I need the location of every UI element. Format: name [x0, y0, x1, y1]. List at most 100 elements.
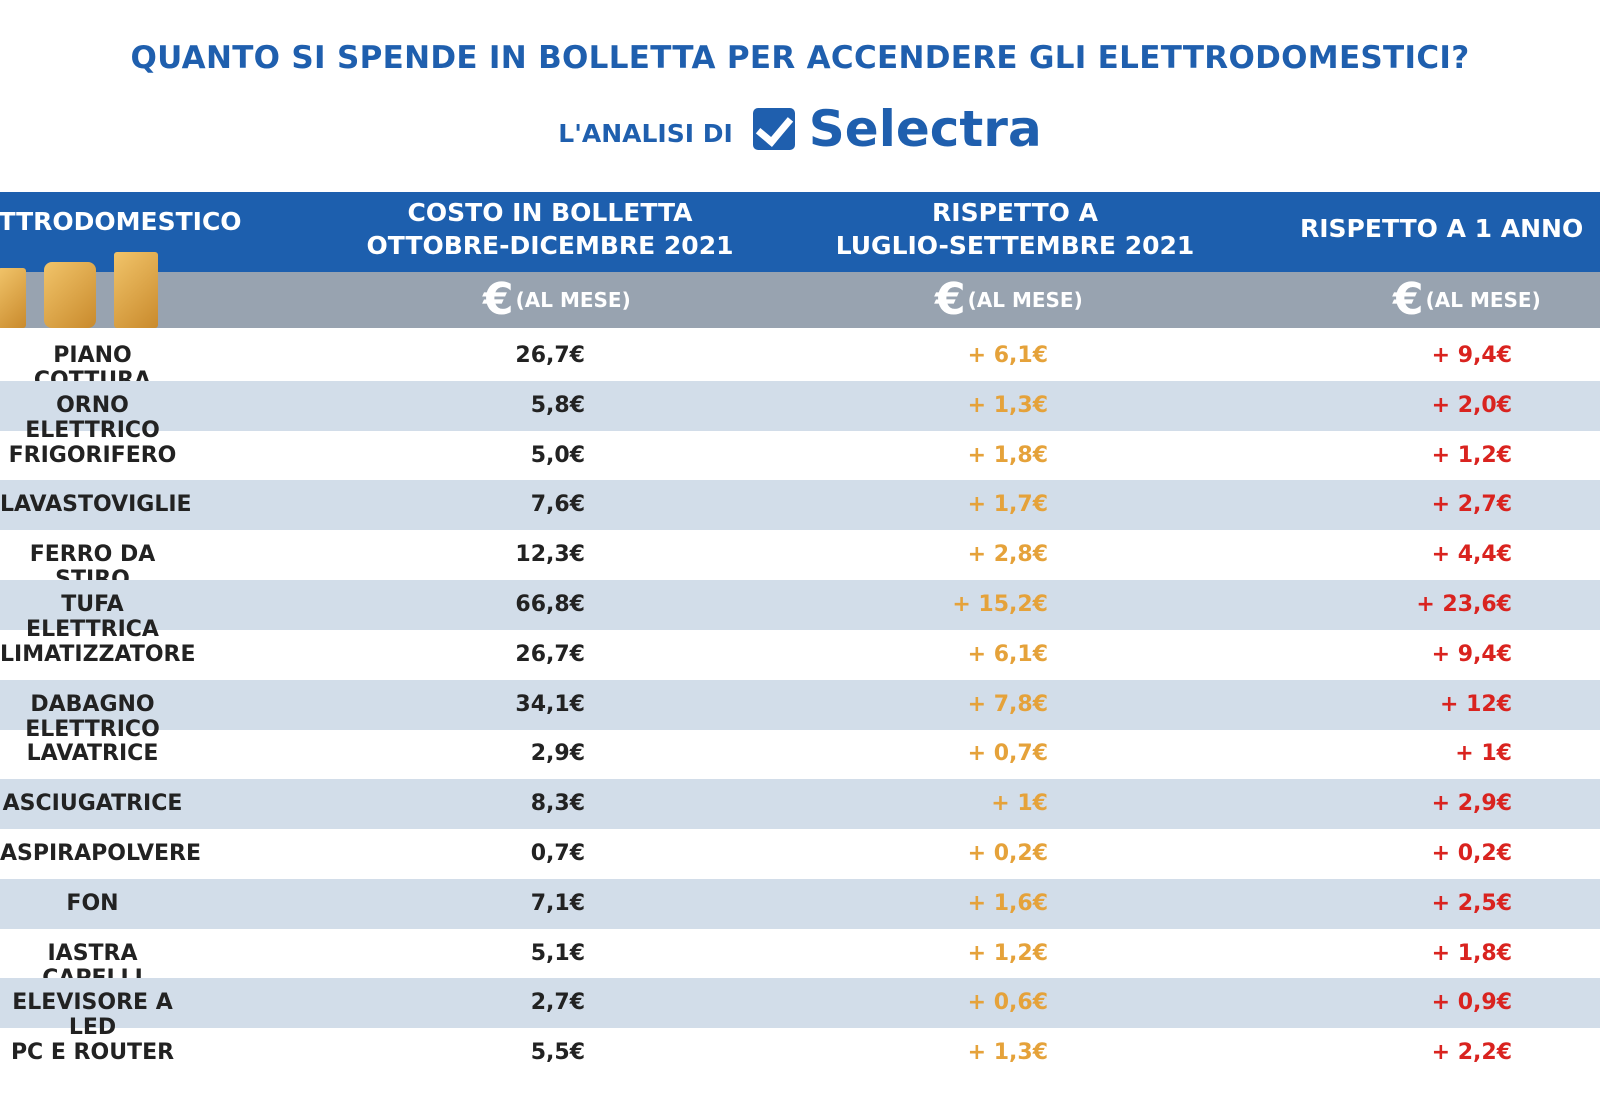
- appliance-name: PC E ROUTER: [10, 1040, 175, 1066]
- cost-value: 7,6€: [530, 492, 585, 518]
- change-vs-quarter: + 1,6€: [967, 890, 1048, 916]
- brand-name: Selectra: [808, 100, 1042, 158]
- table-row: PC E ROUTER 5,5€ + 1,3€ + 2,2€: [0, 1028, 1600, 1078]
- col-header-vs-year: RISPETTO A 1 ANNO: [1300, 214, 1584, 243]
- checkmark-icon: [752, 108, 795, 150]
- selectra-logo: Selectra: [752, 100, 1042, 158]
- washing-machine-icon: [44, 262, 96, 328]
- unit-vs-quarter: € (AL MESE): [935, 274, 1083, 325]
- appliance-name: LAVATRICE: [26, 741, 159, 767]
- change-vs-year: + 1€: [1455, 741, 1512, 767]
- cost-value: 5,0€: [530, 442, 585, 468]
- col-header-cost: COSTO IN BOLLETTA OTTOBRE-DICEMBRE 2021: [350, 196, 750, 262]
- table-row: DABAGNO ELETTRICO 34,1€ + 7,8€ + 12€: [0, 679, 1600, 742]
- table-row: ORNO ELETTRICO 5,8€ + 1,3€ + 2,0€: [0, 380, 1600, 443]
- change-vs-quarter: + 0,7€: [967, 741, 1048, 767]
- col-header-vs-quarter-line1: RISPETTO A: [932, 198, 1098, 227]
- change-vs-quarter: + 0,2€: [967, 841, 1048, 866]
- table-row: LIMATIZZATORE 26,7€ + 6,1€ + 9,4€: [0, 630, 1600, 680]
- cost-value: 5,5€: [530, 1040, 585, 1066]
- col-header-cost-line2: OTTOBRE-DICEMBRE 2021: [366, 231, 734, 260]
- change-vs-year: + 23,6€: [1416, 592, 1512, 617]
- cost-value: 26,7€: [515, 641, 585, 667]
- change-vs-year: + 12€: [1439, 691, 1512, 717]
- cost-value: 2,7€: [530, 990, 585, 1016]
- appliance-name: LIMATIZZATORE: [0, 641, 196, 667]
- table-row: FON 7,1€ + 1,6€ + 2,5€: [0, 878, 1600, 929]
- appliance-name: DABAGNO ELETTRICO: [25, 691, 160, 742]
- appliance-name: FON: [66, 890, 119, 916]
- change-vs-quarter: + 1,8€: [967, 442, 1048, 468]
- change-vs-year: + 2,5€: [1431, 890, 1512, 916]
- change-vs-quarter: + 2,8€: [967, 542, 1048, 568]
- change-vs-year: + 4,4€: [1431, 542, 1512, 568]
- cost-value: 66,8€: [515, 592, 585, 617]
- table-row: FRIGORIFERO 5,0€ + 1,8€ + 1,2€: [0, 431, 1600, 481]
- euro-icon: €: [1393, 274, 1424, 325]
- fridge-icon: [114, 252, 158, 328]
- appliance-name: ASPIRAPOLVERE: [0, 841, 201, 866]
- change-vs-quarter: + 1,2€: [967, 940, 1048, 966]
- change-vs-year: + 2,0€: [1431, 392, 1512, 418]
- appliance-name: ELEVISORE A LED: [12, 990, 173, 1041]
- unit-label: (AL MESE): [515, 288, 631, 312]
- cost-value: 12,3€: [515, 542, 585, 568]
- cost-value: 5,8€: [530, 392, 585, 418]
- appliance-name: LAVASTOVIGLIE: [0, 492, 192, 518]
- unit-vs-year: € (AL MESE): [1393, 274, 1541, 325]
- euro-icon: €: [483, 274, 514, 325]
- subtitle-label: L'ANALISI DI: [558, 118, 733, 148]
- col-header-cost-line1: COSTO IN BOLLETTA: [407, 198, 693, 227]
- change-vs-quarter: + 1,3€: [967, 392, 1048, 418]
- cost-value: 5,1€: [530, 940, 585, 966]
- table-subheader: [0, 272, 1600, 328]
- appliance-name: ORNO ELETTRICO: [25, 392, 160, 443]
- appliance-name: FRIGORIFERO: [8, 442, 177, 468]
- col-header-vs-quarter: RISPETTO A LUGLIO-SETTEMBRE 2021: [815, 196, 1215, 262]
- infographic-title: QUANTO SI SPENDE IN BOLLETTA PER ACCENDE…: [130, 40, 1470, 76]
- change-vs-quarter: + 15,2€: [952, 592, 1048, 617]
- cost-value: 34,1€: [515, 691, 585, 717]
- change-vs-quarter: + 7,8€: [967, 691, 1048, 717]
- table-row: TUFA ELETTRICA 66,8€ + 15,2€ + 23,6€: [0, 580, 1600, 642]
- cost-value: 0,7€: [530, 841, 585, 866]
- subtitle: L'ANALISI DI Selectra: [0, 100, 1600, 158]
- change-vs-year: + 0,9€: [1431, 990, 1512, 1016]
- table-row: LAVATRICE 2,9€ + 0,7€ + 1€: [0, 729, 1600, 779]
- change-vs-quarter: + 1,7€: [967, 492, 1048, 518]
- table-header: [0, 192, 1600, 272]
- table-row: ELEVISORE A LED 2,7€ + 0,6€ + 0,9€: [0, 978, 1600, 1040]
- oven-icon: [0, 268, 26, 328]
- col-header-vs-quarter-line2: LUGLIO-SETTEMBRE 2021: [835, 231, 1195, 260]
- col-header-appliance: TTRODOMESTICO: [0, 207, 242, 236]
- table-row: ASPIRAPOLVERE 0,7€ + 0,2€ + 0,2€: [0, 829, 1600, 879]
- change-vs-quarter: + 6,1€: [967, 343, 1048, 368]
- appliance-name: TUFA ELETTRICA: [26, 592, 159, 642]
- table-row: LAVASTOVIGLIE 7,6€ + 1,7€ + 2,7€: [0, 480, 1600, 531]
- euro-icon: €: [935, 274, 966, 325]
- change-vs-year: + 2,9€: [1431, 791, 1512, 817]
- unit-cost: € (AL MESE): [483, 274, 631, 325]
- change-vs-year: + 9,4€: [1431, 641, 1512, 667]
- change-vs-year: + 1,2€: [1431, 442, 1512, 468]
- change-vs-year: + 2,2€: [1431, 1040, 1512, 1066]
- appliance-name: ASCIUGATRICE: [2, 791, 183, 817]
- table-row: PIANO COTTURA26,7€+ 6,1€+ 9,4€: [0, 331, 1600, 393]
- appliance-icons: [0, 252, 158, 328]
- unit-label: (AL MESE): [967, 288, 1083, 312]
- cost-value: 2,9€: [530, 741, 585, 767]
- table-row: IASTRA CAPELLI5,1€+ 1,2€+ 1,8€: [0, 929, 1600, 991]
- change-vs-year: + 2,7€: [1431, 492, 1512, 518]
- change-vs-year: + 9,4€: [1431, 343, 1512, 368]
- change-vs-year: + 0,2€: [1431, 841, 1512, 866]
- cost-value: 8,3€: [530, 791, 585, 817]
- table-row: ASCIUGATRICE 8,3€ + 1€ + 2,9€: [0, 779, 1600, 830]
- unit-label: (AL MESE): [1425, 288, 1541, 312]
- cost-value: 26,7€: [515, 343, 585, 368]
- change-vs-year: + 1,8€: [1431, 940, 1512, 966]
- change-vs-quarter: + 1€: [991, 791, 1048, 817]
- change-vs-quarter: + 1,3€: [967, 1040, 1048, 1066]
- table-row: FERRO DA STIRO12,3€+ 2,8€+ 4,4€: [0, 530, 1600, 592]
- change-vs-quarter: + 6,1€: [967, 641, 1048, 667]
- change-vs-quarter: + 0,6€: [967, 990, 1048, 1016]
